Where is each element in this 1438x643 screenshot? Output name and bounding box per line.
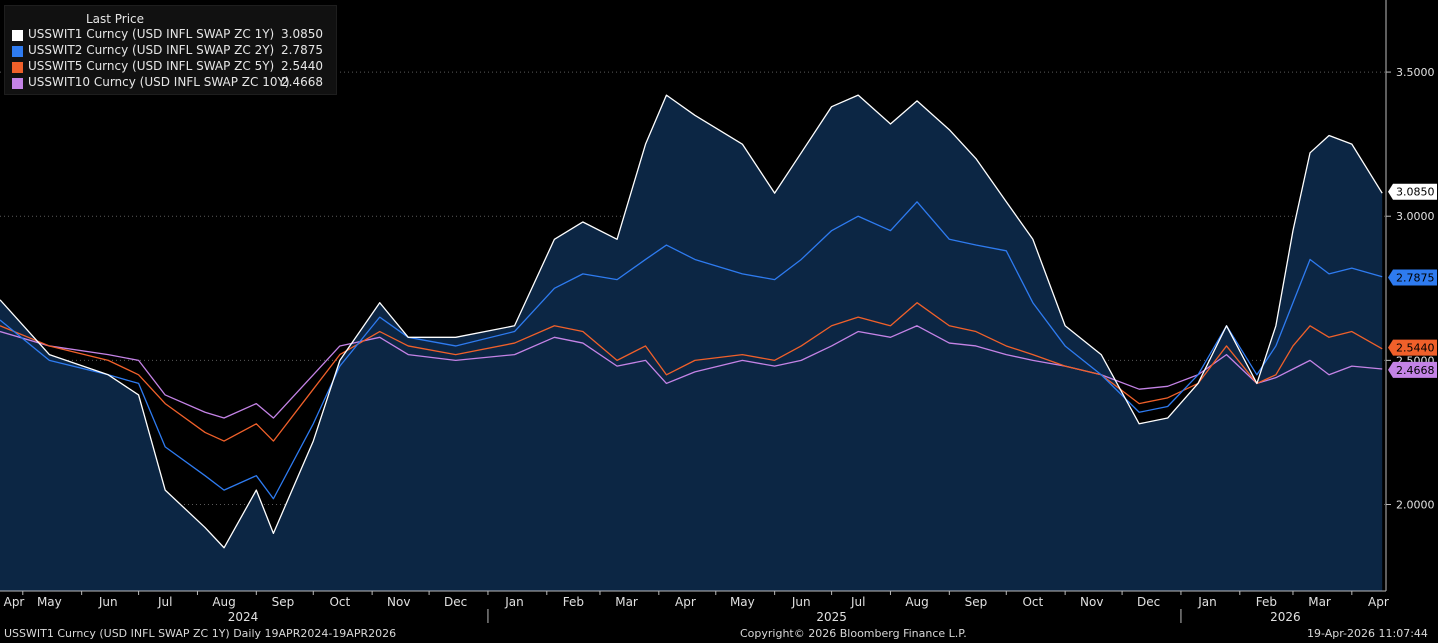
last-price-label: 3.0850 <box>1396 186 1435 199</box>
chart-area-fill <box>0 95 1383 591</box>
x-tick-label: Dec <box>1137 595 1160 609</box>
last-price-tag <box>1388 269 1437 286</box>
legend-series-value: 2.4668 <box>281 75 323 89</box>
footer-copyright: Copyright© 2026 Bloomberg Finance L.P. <box>740 627 967 640</box>
x-tick-label: Nov <box>387 595 410 609</box>
x-tick-label: Jul <box>850 595 865 609</box>
y-tick-label: 2.0000 <box>1396 499 1435 512</box>
x-tick-label: Apr <box>4 595 25 609</box>
legend-swatch <box>12 78 23 89</box>
legend-series-name: USSWIT5 Curncy (USD INFL SWAP ZC 5Y) <box>28 59 275 73</box>
last-price-label: 2.5440 <box>1396 342 1435 355</box>
legend-swatch <box>12 62 23 73</box>
x-tick-label: Sep <box>272 595 295 609</box>
last-price-tag <box>1388 339 1437 356</box>
series-area-fill <box>0 95 1383 591</box>
legend-swatch <box>12 30 23 41</box>
last-price-tag <box>1388 183 1437 200</box>
legend-series-name: USSWIT2 Curncy (USD INFL SWAP ZC 2Y) <box>28 43 275 57</box>
legend-series-value: 3.0850 <box>281 27 323 41</box>
legend-series-name: USSWIT10 Curncy (USD INFL SWAP ZC 10Y) <box>28 75 290 89</box>
chart-series-lines <box>0 94 1383 549</box>
x-tick-label: Feb <box>1256 595 1277 609</box>
x-tick-label: Jan <box>1197 595 1217 609</box>
series-line <box>0 94 1383 549</box>
legend-swatch <box>12 46 23 57</box>
series-line <box>0 201 1383 500</box>
x-tick-label: Dec <box>444 595 467 609</box>
last-price-tags: 3.0850 2.7875 2.5440 2.4668 <box>1388 183 1437 378</box>
year-label: 2025 <box>816 610 847 624</box>
y-tick-label: 3.0000 <box>1396 210 1435 223</box>
y-tick-label: 3.5000 <box>1396 66 1435 79</box>
year-label: 2026 <box>1270 610 1301 624</box>
last-price-tag <box>1388 361 1437 378</box>
legend-series-name: USSWIT1 Curncy (USD INFL SWAP ZC 1Y) <box>28 27 275 41</box>
legend-series-value: 2.7875 <box>281 43 323 57</box>
x-tick-label: Jun <box>791 595 811 609</box>
legend-series-value: 2.5440 <box>281 59 323 73</box>
x-axis: Apr May Jun Jul Aug Sep Oct Nov Dec Jan Feb Mar Apr M… <box>0 590 1389 624</box>
x-tick-label: Jan <box>504 595 524 609</box>
x-tick-label: Jun <box>98 595 118 609</box>
x-tick-label: Oct <box>1022 595 1043 609</box>
x-tick-label: Nov <box>1080 595 1103 609</box>
last-price-label: 2.4668 <box>1396 364 1435 377</box>
legend-title: Last Price <box>85 12 145 26</box>
x-tick-label: Aug <box>212 595 235 609</box>
chart-legend: Last Price USSWIT1 Curncy (USD INFL SWAP… <box>4 5 337 95</box>
series-line <box>0 302 1383 442</box>
footer-description: USSWIT1 Curncy (USD INFL SWAP ZC 1Y) Dai… <box>4 627 397 640</box>
x-tick-label: Jul <box>157 595 172 609</box>
x-tick-label: Mar <box>1308 595 1331 609</box>
x-tick-label: Mar <box>615 595 638 609</box>
series-line <box>0 325 1383 419</box>
x-tick-label: Apr <box>675 595 696 609</box>
x-tick-label: May <box>37 595 62 609</box>
year-label: 2024 <box>228 610 259 624</box>
x-tick-label: Feb <box>563 595 584 609</box>
x-tick-label: Oct <box>329 595 350 609</box>
last-price-label: 2.7875 <box>1396 271 1435 284</box>
x-tick-label: Sep <box>965 595 988 609</box>
x-tick-label: Aug <box>905 595 928 609</box>
x-tick-label: Apr <box>1368 595 1389 609</box>
footer-timestamp: 19-Apr-2026 11:07:44 <box>1307 627 1428 640</box>
x-tick-label: May <box>730 595 755 609</box>
